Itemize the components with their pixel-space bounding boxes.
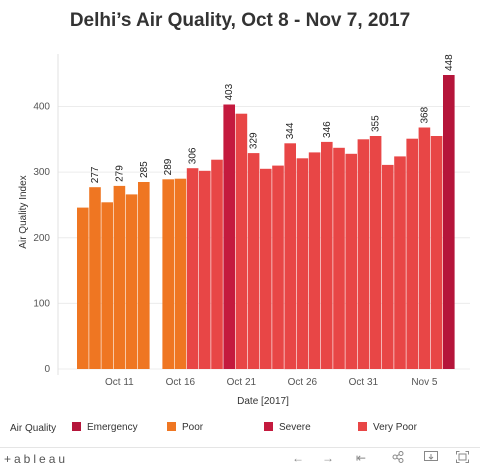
x-tick-label: Oct 21 xyxy=(227,377,257,388)
x-tick-label: Oct 16 xyxy=(166,377,196,388)
data-label: 355 xyxy=(371,115,382,132)
data-label: 448 xyxy=(444,54,455,71)
forward-arrow-icon[interactable]: → xyxy=(322,451,334,465)
bar-nov-4[interactable] xyxy=(406,138,418,369)
bar-oct-20[interactable] xyxy=(223,104,235,370)
bar-chart: 277 279 285 289 306 403 329 344 346 355 368 448 0 10… xyxy=(18,54,470,407)
legend-item-emergency[interactable]: Emergency xyxy=(72,422,138,433)
data-label: 403 xyxy=(224,83,235,100)
bar-oct-11[interactable] xyxy=(113,185,126,369)
bar-oct-9[interactable] xyxy=(89,187,101,369)
legend-label-emergency: Emergency xyxy=(87,422,138,433)
data-label: 279 xyxy=(114,165,125,182)
bar-oct-29[interactable] xyxy=(333,147,345,369)
bar-oct-17[interactable] xyxy=(186,168,199,369)
x-tick-label: Oct 11 xyxy=(105,377,134,388)
bar-oct-22[interactable] xyxy=(247,153,260,369)
y-tick-label: 400 xyxy=(33,102,50,113)
back-arrow-icon[interactable]: ← xyxy=(292,451,304,465)
bar-oct-19[interactable] xyxy=(211,159,223,369)
bar-nov-3[interactable] xyxy=(394,156,406,369)
bar-oct-12[interactable] xyxy=(125,194,138,369)
x-axis: Oct 11 Oct 16 Oct 21 Oct 26 Oct 31 Nov 5 xyxy=(105,377,438,388)
data-label: 368 xyxy=(419,106,430,123)
bar-oct-24[interactable] xyxy=(272,165,284,369)
y-tick-label: 0 xyxy=(44,364,50,375)
data-label: 277 xyxy=(90,166,101,183)
bar-oct-8[interactable] xyxy=(77,207,89,369)
bar-oct-18[interactable] xyxy=(199,170,211,369)
bar-oct-10[interactable] xyxy=(101,202,113,369)
chart-title: Delhi’s Air Quality, Oct 8 - Nov 7, 2017 xyxy=(69,10,411,31)
bar-nov-7[interactable] xyxy=(443,75,455,369)
legend-label-poor: Poor xyxy=(182,422,204,433)
legend-swatch-severe xyxy=(264,422,273,431)
bar-nov-2[interactable] xyxy=(382,164,394,369)
bar-oct-28[interactable] xyxy=(321,141,333,369)
legend-item-severe[interactable]: Severe xyxy=(264,422,311,433)
bar-oct-23[interactable] xyxy=(260,168,272,369)
data-label: 289 xyxy=(163,158,174,175)
download-icon[interactable] xyxy=(424,451,438,466)
legend-swatch-poor xyxy=(167,422,176,431)
legend-item-very-poor[interactable]: Very Poor xyxy=(358,422,417,433)
y-tick-label: 200 xyxy=(33,233,50,244)
bar-oct-13[interactable] xyxy=(138,182,150,369)
data-label: 285 xyxy=(139,161,150,178)
legend-swatch-very-poor xyxy=(358,422,367,431)
bar-nov-1[interactable] xyxy=(369,136,382,369)
data-label: 344 xyxy=(285,122,296,139)
share-icon[interactable] xyxy=(392,451,404,466)
legend-item-poor[interactable]: Poor xyxy=(167,422,203,433)
y-tick-label: 300 xyxy=(33,167,50,178)
bar-oct-25[interactable] xyxy=(284,143,296,370)
legend-label-very-poor: Very Poor xyxy=(373,422,417,433)
bar-oct-27[interactable] xyxy=(308,152,321,369)
data-label: 306 xyxy=(188,147,199,164)
x-axis-title: Date [2017] xyxy=(237,396,289,407)
bar-oct-30[interactable] xyxy=(345,153,357,370)
bar-nov-6[interactable] xyxy=(430,136,443,369)
x-tick-label: Oct 31 xyxy=(349,377,379,388)
y-axis: 0 100 200 300 400 xyxy=(33,102,50,376)
data-label: 329 xyxy=(249,132,260,149)
bar-oct-21[interactable] xyxy=(235,113,248,369)
legend: Air Quality Emergency Poor Severe Very P… xyxy=(10,418,480,438)
bar-oct-31[interactable] xyxy=(357,139,370,369)
bar-oct-26[interactable] xyxy=(296,158,309,369)
tableau-logo[interactable]: +ableau xyxy=(4,452,69,466)
tableau-toolbar: +ableau ← → ⇤ xyxy=(0,447,480,470)
y-tick-label: 100 xyxy=(33,298,50,309)
x-tick-label: Oct 26 xyxy=(288,377,318,388)
bars xyxy=(77,75,455,370)
first-page-icon[interactable]: ⇤ xyxy=(356,451,367,465)
bar-oct-16[interactable] xyxy=(174,178,187,369)
y-axis-title: Air Quality Index xyxy=(18,175,29,248)
legend-label-severe: Severe xyxy=(279,422,311,433)
data-label: 346 xyxy=(322,121,333,138)
bar-oct-15[interactable] xyxy=(162,179,174,369)
legend-title: Air Quality xyxy=(10,423,57,434)
fullscreen-icon[interactable] xyxy=(456,451,469,466)
bar-labels: 277 279 285 289 306 403 329 344 346 355 368 448 xyxy=(90,54,455,183)
bar-nov-5[interactable] xyxy=(418,127,431,370)
x-tick-label: Nov 5 xyxy=(411,377,438,388)
legend-swatch-emergency xyxy=(72,422,81,431)
